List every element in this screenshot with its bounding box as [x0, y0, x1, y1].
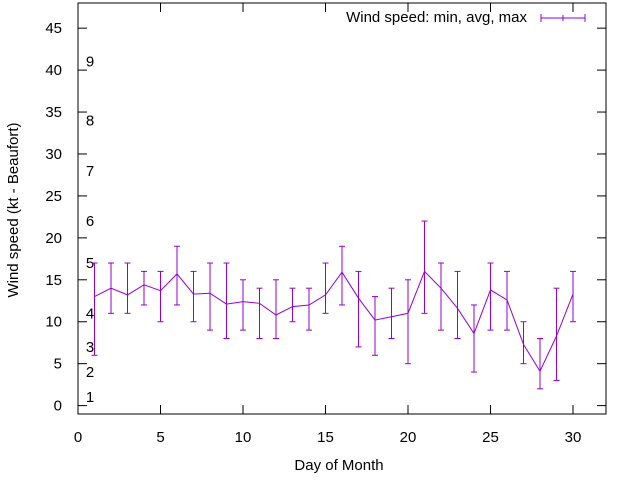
beaufort-label: 3 [86, 339, 94, 356]
legend: Wind speed: min, avg, max [346, 9, 586, 26]
x-tick-label: 30 [565, 429, 582, 446]
beaufort-label: 2 [86, 364, 94, 381]
x-tick-label: 20 [400, 429, 417, 446]
beaufort-label: 4 [86, 305, 94, 322]
data-point [570, 270, 576, 323]
data-point [504, 270, 510, 331]
y-tick-label: 10 [45, 314, 62, 331]
data-point [207, 262, 213, 331]
plot-area-border [77, 2, 607, 415]
data-point [388, 287, 395, 340]
y-tick-label: 0 [54, 398, 62, 415]
beaufort-label: 7 [86, 163, 94, 180]
data-point [487, 262, 494, 331]
beaufort-label: 9 [86, 54, 94, 71]
series-line [94, 270, 574, 373]
data-point [355, 270, 362, 348]
data-point [405, 279, 411, 365]
y-tick-label: 45 [45, 20, 62, 37]
x-tick-label: 25 [482, 429, 499, 446]
data-point [174, 245, 180, 306]
data-point [438, 262, 444, 331]
data-point [289, 287, 296, 323]
data-point [108, 262, 114, 314]
x-tick-label: 5 [156, 429, 164, 446]
beaufort-label: 6 [86, 213, 94, 230]
beaufort-scale: 1 2 3 4 5 6 7 8 9 [86, 54, 94, 407]
data-point [537, 338, 543, 390]
y-tick-label: 40 [45, 62, 62, 79]
y-tick-label: 20 [45, 230, 62, 247]
legend-label: Wind speed: min, avg, max [346, 9, 527, 26]
data-point [421, 220, 428, 314]
data-point [256, 287, 263, 340]
data-point [223, 262, 230, 340]
beaufort-label: 5 [86, 255, 94, 272]
y-tick-label: 15 [45, 272, 62, 289]
data-point [124, 262, 131, 314]
beaufort-label: 8 [86, 112, 94, 129]
series-wind-speed [91, 220, 576, 390]
data-point [454, 270, 461, 340]
data-point [141, 270, 147, 306]
x-axis-label: Day of Month [294, 457, 383, 474]
data-point [339, 245, 345, 306]
y-tick-label: 25 [45, 188, 62, 205]
x-tick-label: 15 [317, 429, 334, 446]
y-tick-label: 30 [45, 146, 62, 163]
y-tick-label: 35 [45, 104, 62, 121]
data-point [157, 270, 164, 323]
data-point [91, 262, 98, 356]
x-tick-label: 0 [74, 429, 82, 446]
x-tick-label: 10 [235, 429, 252, 446]
data-point [240, 279, 246, 331]
data-point [273, 279, 279, 340]
data-point [190, 270, 197, 323]
y-axis-label: Wind speed (kt - Beaufort) [5, 122, 22, 297]
x-axis: 0 5 10 15 20 25 30 [74, 3, 582, 446]
data-point [520, 321, 527, 365]
data-point [372, 296, 378, 356]
data-point [306, 287, 312, 331]
beaufort-label: 1 [86, 389, 94, 406]
data-point [471, 304, 477, 373]
data-point [553, 287, 560, 381]
data-point [322, 262, 329, 314]
y-tick-label: 5 [54, 356, 62, 373]
